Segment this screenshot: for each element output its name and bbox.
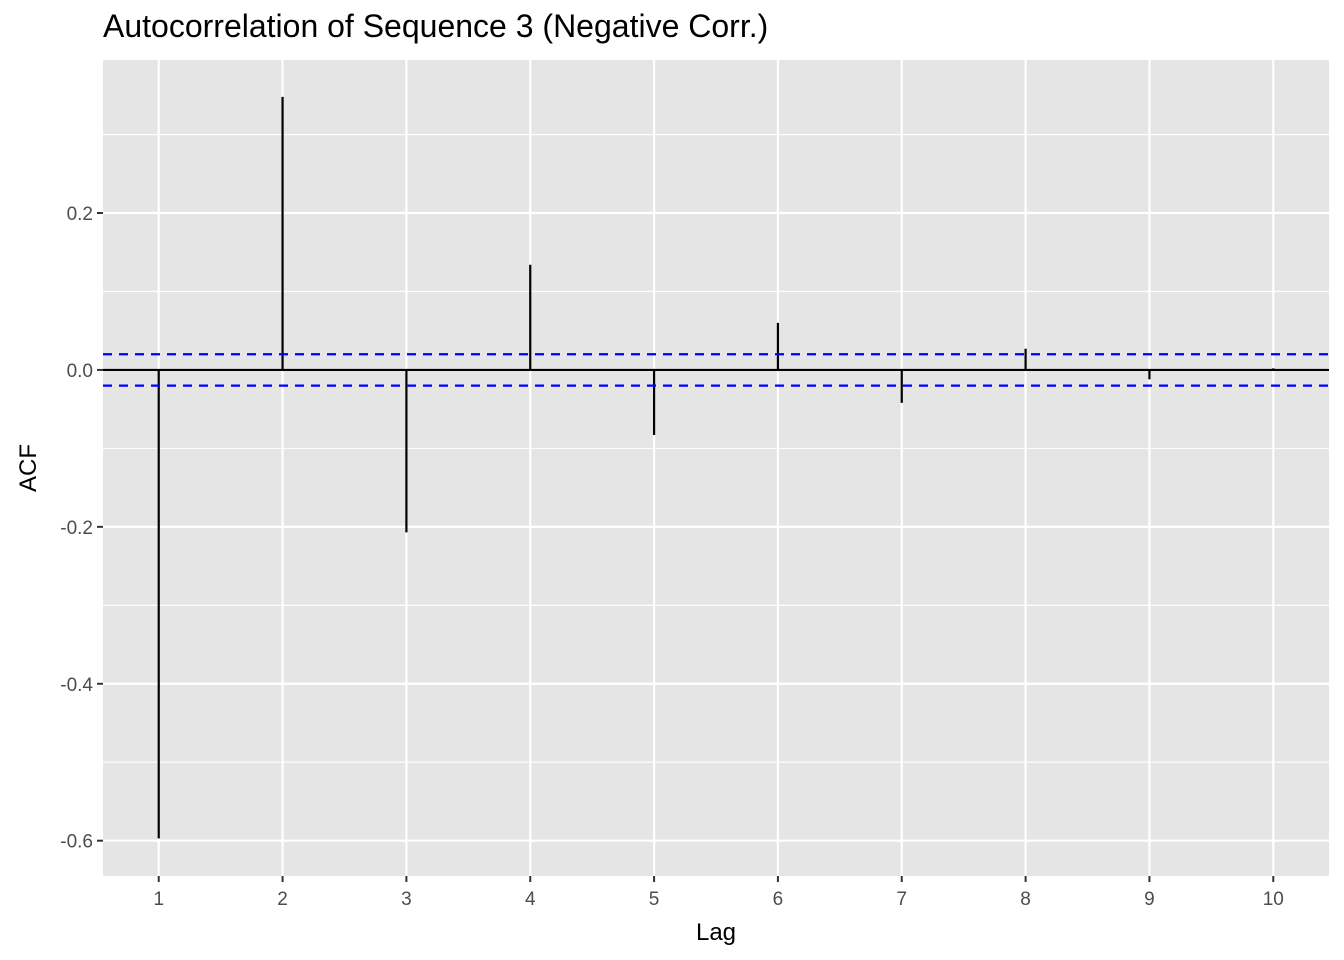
x-tick-label: 1 xyxy=(153,889,164,910)
x-tick-label: 10 xyxy=(1263,889,1284,910)
x-tick-label: 6 xyxy=(773,889,784,910)
y-axis-title: ACF xyxy=(15,444,42,492)
x-tick-label: 4 xyxy=(525,889,536,910)
x-axis-title: Lag xyxy=(696,919,736,946)
plot-panel xyxy=(103,60,1329,876)
y-tick-label: -0.6 xyxy=(60,832,93,853)
confidence-bounds xyxy=(103,353,1329,387)
x-axis: 1 2 3 4 5 6 7 8 9 10 xyxy=(153,876,1284,910)
x-tick-label: 2 xyxy=(277,889,288,910)
chart-title: Autocorrelation of Sequence 3 (Negative … xyxy=(103,8,769,44)
y-tick-label: -0.2 xyxy=(60,518,93,539)
y-axis: -0.6 -0.4 -0.2 0.0 0.2 xyxy=(60,204,103,853)
minor-gridlines xyxy=(103,133,1329,763)
x-tick-label: 5 xyxy=(649,889,660,910)
x-tick-label: 9 xyxy=(1144,889,1155,910)
x-tick-label: 7 xyxy=(896,889,907,910)
x-tick-label: 8 xyxy=(1020,889,1031,910)
x-tick-label: 3 xyxy=(401,889,412,910)
y-tick-label: -0.4 xyxy=(60,675,93,696)
acf-bars xyxy=(157,96,1275,839)
y-tick-label: 0.2 xyxy=(67,204,93,225)
y-tick-label: 0.0 xyxy=(67,361,93,382)
